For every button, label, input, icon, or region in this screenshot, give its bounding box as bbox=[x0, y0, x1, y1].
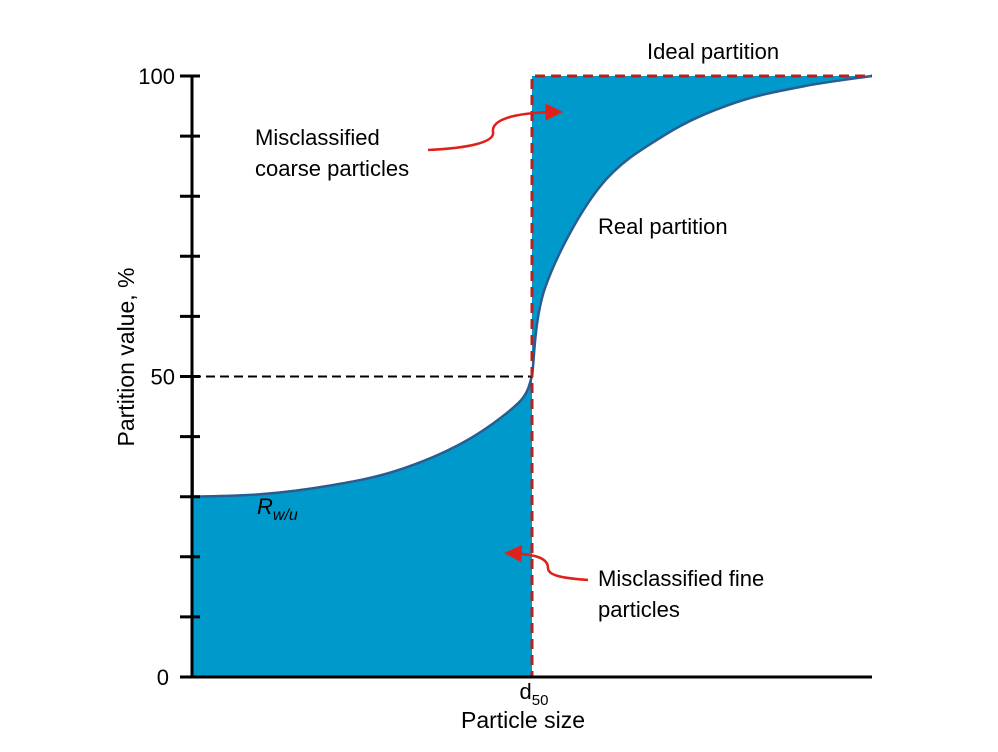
annotation-fine-line2: particles bbox=[598, 597, 680, 622]
annotation-rwu: Rw/u bbox=[257, 494, 298, 524]
y-axis-label: Partition value, % bbox=[113, 268, 139, 447]
misclassified-fine-area bbox=[192, 376, 532, 677]
misclassified-coarse-area bbox=[532, 76, 872, 377]
y-tick-label-0: 0 bbox=[157, 665, 169, 690]
y-tick-label-100: 100 bbox=[138, 64, 175, 89]
y-tick-label-50: 50 bbox=[151, 365, 175, 390]
arrow-to-fine-area bbox=[504, 544, 589, 582]
x-tick-label-d50: d50 bbox=[520, 679, 549, 709]
arrow-to-coarse-area bbox=[427, 103, 563, 152]
annotation-fine-line1: Misclassified fine bbox=[598, 566, 764, 591]
annotation-coarse-line1: Misclassified bbox=[255, 125, 380, 150]
y-ticks bbox=[180, 74, 200, 679]
annotation-coarse-line2: coarse particles bbox=[255, 156, 409, 181]
annotation-ideal-partition: Ideal partition bbox=[647, 39, 779, 64]
annotation-real-partition: Real partition bbox=[598, 214, 728, 239]
x-axis-label: Particle size bbox=[461, 707, 585, 733]
